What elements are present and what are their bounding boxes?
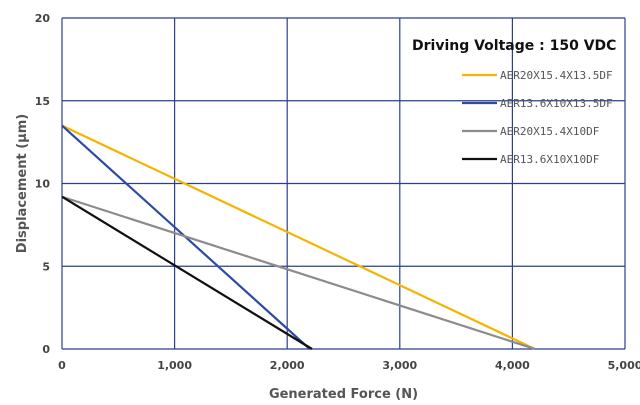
- legend-label: AER13.6X10X10DF: [500, 153, 599, 166]
- series-lines: [61, 124, 536, 351]
- y-tick-label: 5: [42, 260, 50, 273]
- legend: Driving Voltage : 150 VDC AER20X15.4X13.…: [412, 38, 616, 166]
- x-tick-label: 0: [58, 359, 66, 372]
- x-tick-label: 3,000: [382, 359, 417, 372]
- series-line: [61, 124, 536, 350]
- legend-label: AER13.6X10X13.5DF: [500, 97, 613, 110]
- x-tick-label: 4,000: [495, 359, 530, 372]
- x-tick-labels: 0 1,000 2,000 3,000 4,000 5,000: [58, 359, 640, 372]
- legend-label: AER20X15.4X10DF: [500, 125, 599, 138]
- y-tick-label: 10: [35, 178, 51, 191]
- legend-label: AER20X15.4X13.5DF: [500, 69, 613, 82]
- series-line: [61, 195, 536, 351]
- y-tick-label: 15: [35, 95, 50, 108]
- grid: [61, 17, 626, 350]
- legend-items: AER20X15.4X13.5DF AER13.6X10X13.5DF AER20X…: [462, 69, 613, 166]
- y-tick-label: 20: [35, 12, 51, 25]
- x-axis-title: Generated Force (N): [269, 387, 418, 402]
- x-tick-label: 1,000: [157, 359, 192, 372]
- y-tick-labels: 0 5 10 15 20: [35, 12, 51, 356]
- x-tick-label: 5,000: [608, 359, 640, 372]
- series-line: [61, 195, 313, 350]
- x-tick-label: 2,000: [270, 359, 305, 372]
- y-tick-label: 0: [42, 343, 50, 356]
- y-axis-title: Displacement (μm): [15, 114, 30, 253]
- legend-title: Driving Voltage : 150 VDC: [412, 38, 616, 54]
